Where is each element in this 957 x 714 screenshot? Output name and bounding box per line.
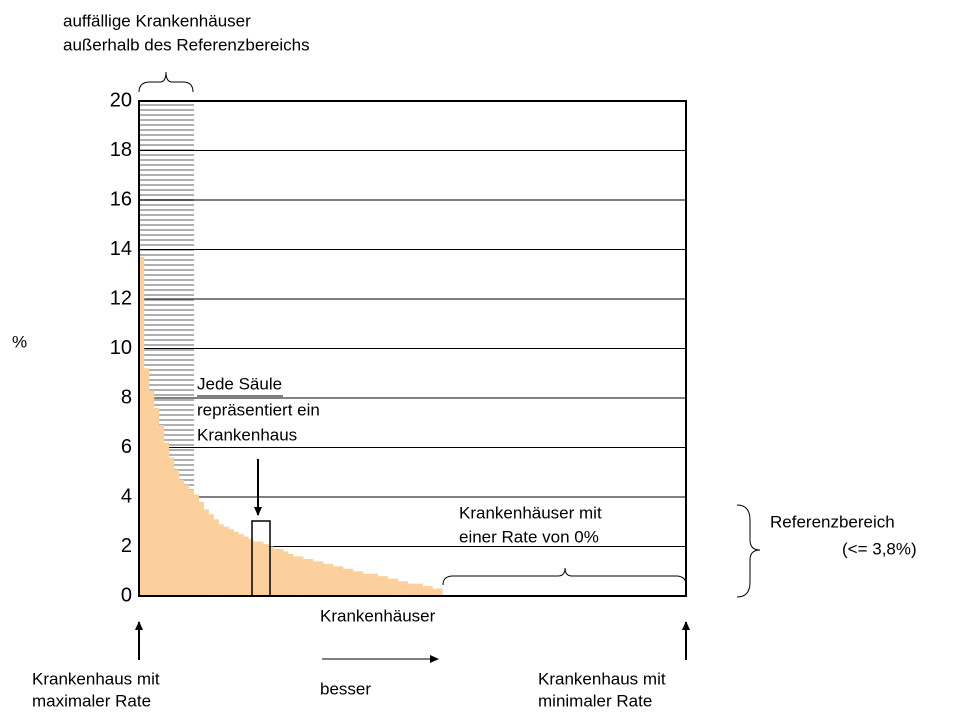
- y-tick-label: 10: [110, 337, 132, 359]
- y-axis-label: %: [12, 332, 27, 351]
- bar: [362, 573, 369, 596]
- bar: [352, 571, 359, 596]
- bar: [437, 588, 443, 596]
- bar: [168, 457, 175, 596]
- bar: [387, 578, 393, 596]
- annotation: repräsentiert ein: [197, 400, 320, 419]
- bar: [322, 563, 329, 596]
- bar: [377, 576, 383, 596]
- bar: [293, 556, 299, 596]
- bar: [263, 544, 269, 596]
- bar: [188, 489, 194, 596]
- bar: [298, 556, 304, 596]
- bar: [173, 469, 180, 596]
- bar: [337, 566, 344, 596]
- bar: [397, 581, 403, 596]
- bar: [382, 576, 388, 596]
- brace: [442, 567, 687, 586]
- bar: [303, 558, 309, 596]
- bar: [342, 568, 349, 596]
- y-tick-label: 2: [121, 535, 132, 557]
- bar: [233, 531, 239, 596]
- y-tick-label: 12: [110, 287, 132, 309]
- annotation: Jede Säule: [197, 374, 282, 393]
- bar: [318, 561, 324, 596]
- annotation: minimaler Rate: [538, 691, 652, 710]
- bar: [228, 529, 234, 596]
- bar: [193, 494, 199, 596]
- bar: [218, 524, 224, 596]
- bar: [183, 484, 190, 596]
- plot-frame: [138, 100, 687, 597]
- bar: [422, 586, 428, 596]
- y-tick-label: 8: [121, 386, 132, 408]
- bar: [283, 551, 289, 596]
- bar: [148, 390, 155, 596]
- plot: [139, 100, 686, 597]
- brace: [736, 504, 761, 598]
- bar: [223, 526, 229, 596]
- bar: [432, 588, 438, 596]
- bar: [412, 583, 418, 596]
- annotation: Krankenhaus mit: [538, 669, 666, 688]
- annotation: einer Rate von 0%: [459, 527, 599, 546]
- annotation: Krankenhäuser mit: [459, 503, 602, 522]
- bar: [143, 368, 150, 596]
- bar: [213, 519, 219, 596]
- bar: [392, 578, 398, 596]
- bar: [278, 548, 284, 596]
- bar: [288, 553, 294, 596]
- annotation: auffällige Krankenhäuser: [63, 11, 251, 30]
- bar: [208, 514, 214, 596]
- bar: [417, 583, 423, 596]
- bar: [332, 566, 339, 596]
- bar: [308, 558, 314, 596]
- y-tick-label: 16: [110, 188, 132, 210]
- brace: [138, 71, 194, 93]
- annotation: (<= 3,8%): [842, 539, 917, 558]
- y-tick-label: 18: [110, 139, 132, 161]
- bar: [158, 425, 165, 596]
- y-tick-label: 14: [110, 238, 132, 260]
- annotation: besser: [320, 679, 371, 698]
- bar: [238, 534, 244, 596]
- bar: [253, 541, 259, 596]
- annotation: maximaler Rate: [32, 691, 151, 710]
- highlight-box: [251, 520, 271, 597]
- bar: [268, 546, 274, 596]
- y-tick-label: 4: [121, 485, 132, 507]
- bar: [273, 548, 279, 596]
- bar: [357, 571, 364, 596]
- annotation: außerhalb des Referenzbereichs: [63, 35, 310, 54]
- annotation: Referenzbereich: [770, 512, 895, 531]
- bar: [153, 407, 160, 596]
- bar: [427, 586, 433, 596]
- bar: [313, 561, 319, 596]
- bar: [163, 442, 170, 596]
- annotation: Krankenhaus: [197, 425, 297, 444]
- bar: [407, 583, 413, 596]
- bar: [198, 501, 204, 596]
- y-tick-label: 20: [110, 89, 132, 111]
- y-tick-label: 0: [121, 584, 132, 606]
- annotation: Krankenhaus mit: [32, 669, 160, 688]
- bar: [327, 563, 334, 596]
- bar: [367, 573, 374, 596]
- bar: [258, 541, 264, 596]
- y-tick-label: 6: [121, 436, 132, 458]
- bar: [178, 479, 185, 596]
- bar: [248, 539, 254, 596]
- bar: [203, 509, 209, 596]
- bar: [347, 568, 354, 596]
- x-axis-label: Krankenhäuser: [320, 606, 436, 625]
- bar: [243, 536, 249, 596]
- bar: [402, 581, 408, 596]
- bar: [139, 256, 145, 596]
- bar: [372, 573, 378, 596]
